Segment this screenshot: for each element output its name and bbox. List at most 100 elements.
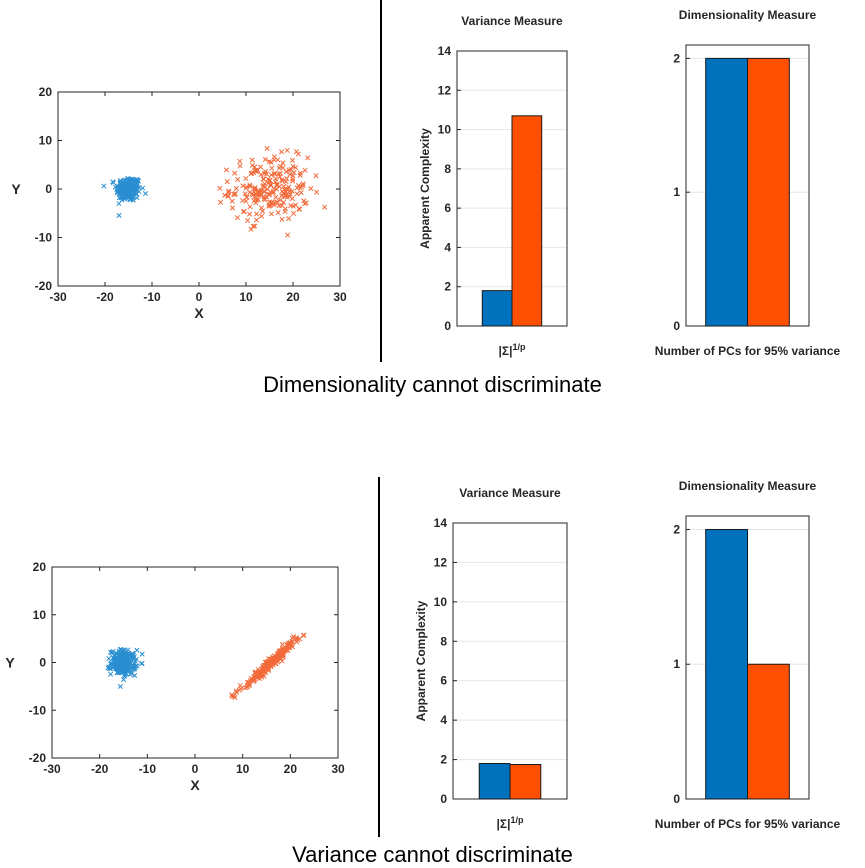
x-tick-label: -30 xyxy=(43,762,61,776)
y-tick-label: 1 xyxy=(673,657,680,671)
scatter-point-cluster-2 xyxy=(253,167,259,173)
scatter-point-cluster-2 xyxy=(240,183,246,189)
bar-axes-bg xyxy=(453,523,567,799)
x-tick-label: 20 xyxy=(286,290,300,304)
scatter-point-cluster-2 xyxy=(289,157,296,163)
y-tick-label: 14 xyxy=(438,44,452,58)
scatter-point-cluster-2 xyxy=(270,662,276,668)
bar-cluster-2 xyxy=(747,57,790,327)
scatter-point-cluster-2 xyxy=(260,667,266,673)
scatter-point-cluster-2 xyxy=(298,190,304,196)
scatter-point-cluster-1 xyxy=(122,673,128,679)
y-tick-label: 10 xyxy=(438,123,452,137)
y-tick-label: 1 xyxy=(673,185,680,199)
x-tick-label: 10 xyxy=(239,290,253,304)
scatter-point-cluster-2 xyxy=(224,179,230,185)
scatter-point-cluster-2 xyxy=(279,177,285,183)
y-tick-label: 10 xyxy=(33,608,47,622)
scatter-point-cluster-2 xyxy=(247,182,253,188)
x-axis-label: |Σ|1/p xyxy=(499,342,526,358)
scatter-point-cluster-2 xyxy=(290,210,297,217)
scatter-point-cluster-1 xyxy=(127,177,133,183)
scatter-point-cluster-1 xyxy=(105,665,111,671)
scatter-point-cluster-2 xyxy=(256,192,262,198)
scatter-point-cluster-2 xyxy=(277,197,283,203)
scatter-point-cluster-2 xyxy=(268,182,274,189)
scatter-point-cluster-2 xyxy=(240,198,246,204)
scatter-point-cluster-2 xyxy=(217,199,224,205)
scatter-point-cluster-1 xyxy=(101,183,107,189)
bar-cluster-2 xyxy=(511,115,543,327)
scatter-point-cluster-2 xyxy=(305,155,311,161)
scatter-point-cluster-2 xyxy=(267,657,273,663)
scatter-point-cluster-2 xyxy=(249,157,255,163)
scatter-point-cluster-1 xyxy=(136,189,142,195)
scatter-point-cluster-2 xyxy=(281,199,287,205)
x-tick-label: -10 xyxy=(139,762,157,776)
scatter-point-cluster-2 xyxy=(284,194,290,200)
bar-cluster-2 xyxy=(509,764,542,800)
scatter-point-cluster-2 xyxy=(252,164,258,170)
scatter-point-cluster-2 xyxy=(295,151,301,157)
scatter-point-cluster-2 xyxy=(243,175,249,182)
scatter-point-cluster-2 xyxy=(266,178,272,184)
scatter-point-cluster-1 xyxy=(127,671,133,677)
scatter-point-cluster-2 xyxy=(279,216,285,222)
scatter-point-cluster-2 xyxy=(258,213,265,219)
scatter-point-cluster-2 xyxy=(247,204,253,210)
scatter-point-cluster-1 xyxy=(121,178,127,184)
scatter-point-cluster-2 xyxy=(273,194,279,200)
scatter-point-cluster-2 xyxy=(254,217,260,223)
scatter-point-cluster-2 xyxy=(262,156,268,162)
scatter-point-cluster-1 xyxy=(113,664,119,670)
scatter-point-cluster-2 xyxy=(249,170,255,176)
variance-bar-chart-1: 0 2 4 6 8 10 12 14 Variance Measure |Σ|1/p Apparen… xyxy=(418,14,568,358)
scatter-point-cluster-2 xyxy=(314,189,320,195)
y-axis-label: Y xyxy=(5,655,15,671)
scatter-point-cluster-1 xyxy=(130,183,136,189)
y-tick-label: 14 xyxy=(434,516,448,530)
scatter-point-cluster-2 xyxy=(282,206,288,212)
scatter-point-cluster-2 xyxy=(289,644,295,650)
scatter-point-cluster-2 xyxy=(223,167,230,173)
y-tick-label: 12 xyxy=(438,83,452,97)
scatter-point-cluster-2 xyxy=(244,184,250,190)
scatter-point-cluster-2 xyxy=(290,178,296,184)
scatter-point-cluster-1 xyxy=(132,672,138,679)
scatter-point-cluster-1 xyxy=(108,671,114,677)
scatter-point-cluster-1 xyxy=(120,659,126,665)
scatter-point-cluster-2 xyxy=(297,172,303,178)
scatter-point-cluster-1 xyxy=(125,660,131,666)
scatter-point-cluster-1 xyxy=(122,196,128,202)
scatter-point-cluster-1 xyxy=(123,654,129,660)
scatter-point-cluster-2 xyxy=(253,200,259,206)
scatter-point-cluster-2 xyxy=(246,211,253,217)
y-tick-label: -20 xyxy=(29,751,47,765)
scatter-point-cluster-2 xyxy=(274,199,280,205)
y-tick-label: 20 xyxy=(33,560,47,574)
x-tick-label: 20 xyxy=(284,762,298,776)
scatter-point-cluster-2 xyxy=(279,149,285,155)
scatter-point-cluster-2 xyxy=(229,693,235,700)
scatter-point-cluster-2 xyxy=(248,226,254,232)
scatter-point-cluster-1 xyxy=(121,191,127,197)
scatter-point-cluster-1 xyxy=(116,212,122,218)
scatter-point-cluster-2 xyxy=(285,186,291,192)
scatter-point-cluster-2 xyxy=(290,173,296,179)
scatter-point-cluster-2 xyxy=(238,686,244,692)
scatter-point-cluster-2 xyxy=(287,171,293,177)
y-tick-label: 6 xyxy=(444,201,451,215)
scatter-point-cluster-2 xyxy=(261,189,268,195)
scatter-point-cluster-2 xyxy=(265,668,272,674)
scatter-point-cluster-2 xyxy=(232,190,238,197)
scatter-point-cluster-1 xyxy=(133,656,140,662)
scatter-point-cluster-1 xyxy=(117,683,123,690)
top-caption: Dimensionality cannot discriminate xyxy=(263,372,602,397)
scatter-point-cluster-2 xyxy=(237,158,243,164)
scatter-point-cluster-2 xyxy=(269,199,275,205)
scatter-point-cluster-2 xyxy=(244,217,251,224)
scatter-point-cluster-2 xyxy=(251,185,258,191)
scatter-point-cluster-2 xyxy=(288,203,294,209)
